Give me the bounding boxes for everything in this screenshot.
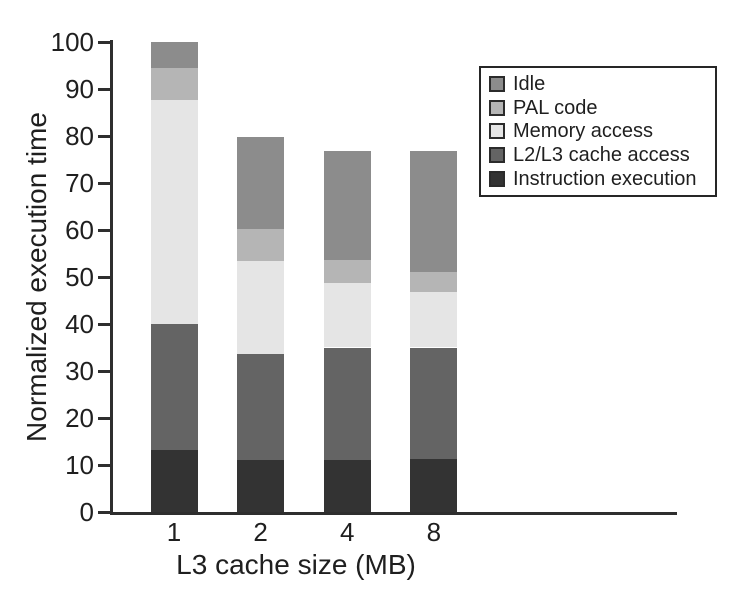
y-tick-mark [98,510,110,514]
x-tick-label: 8 [426,517,442,547]
bar-segment-instruction-execution [237,460,285,512]
y-tick-mark [98,87,110,91]
legend-label: Idle [513,72,546,95]
bar-segment-pal-code [237,229,285,261]
legend: Idle PAL code Memory access L2/L3 cache acc… [479,66,717,197]
bar-segment-l2-l3-cache-access [237,353,285,461]
x-axis-line [110,512,677,515]
legend-label: PAL code [513,96,598,119]
legend-swatch-icon [489,123,505,140]
bar-segment-idle [150,42,198,69]
bar-segment-l2-l3-cache-access [150,324,198,450]
legend-label: Instruction execution [513,168,697,191]
legend-item: Memory access [489,121,709,141]
y-tick-label: 50 [65,262,94,292]
y-tick-mark [98,181,110,185]
y-tick-label: 0 [79,497,94,527]
legend-swatch-icon [489,147,505,164]
y-tick-label: 70 [65,168,94,198]
bar-segment-memory-access [410,292,458,348]
x-tick-label: 2 [253,517,268,547]
y-tick-mark [98,40,110,44]
y-tick-label: 60 [65,215,94,245]
bar-segment-idle [323,151,371,261]
y-tick-mark [98,228,110,232]
y-tick-label: 90 [65,74,94,104]
y-tick-label: 40 [65,309,94,339]
legend-item: Idle [489,74,709,94]
y-tick-mark [98,322,110,326]
y-tick-label: 10 [65,450,94,480]
y-tick-mark [98,275,110,279]
bar-segment-memory-access [150,99,198,324]
x-axis-title: L3 cache size (MB) [176,549,416,580]
bar-segment-memory-access [237,260,285,354]
bar-segment-idle [237,136,285,230]
bar-segment-pal-code [410,271,458,293]
bar-segment-instruction-execution [150,449,198,512]
legend-item: Instruction execution [489,169,709,189]
y-tick-label: 20 [65,403,94,433]
bar-segment-idle [410,151,458,272]
legend-swatch-icon [489,75,505,92]
x-tick-label: 1 [166,517,182,547]
bar-segment-memory-access [323,283,371,348]
y-axis-line [110,40,113,515]
y-tick-label: 30 [65,356,94,386]
y-tick-mark [98,134,110,138]
y-tick-mark [98,463,110,467]
bar-segment-l2-l3-cache-access [323,347,371,461]
y-tick-mark [98,416,110,420]
legend-item: PAL code [489,98,709,118]
legend-label: L2/L3 cache access [513,144,690,167]
bar-segment-l2-l3-cache-access [410,347,458,459]
legend-swatch-icon [489,171,505,188]
bar-segment-pal-code [323,260,371,284]
y-tick-mark [98,369,110,373]
legend-label: Memory access [513,120,654,143]
legend-item: L2/L3 cache access [489,145,709,165]
bar-segment-instruction-execution [410,458,458,512]
legend-swatch-icon [489,99,505,116]
y-tick-label: 100 [50,27,94,57]
x-tick-label: 4 [339,517,355,547]
bar-segment-pal-code [150,68,198,100]
bar-segment-instruction-execution [323,460,371,512]
y-tick-label: 80 [65,121,94,151]
